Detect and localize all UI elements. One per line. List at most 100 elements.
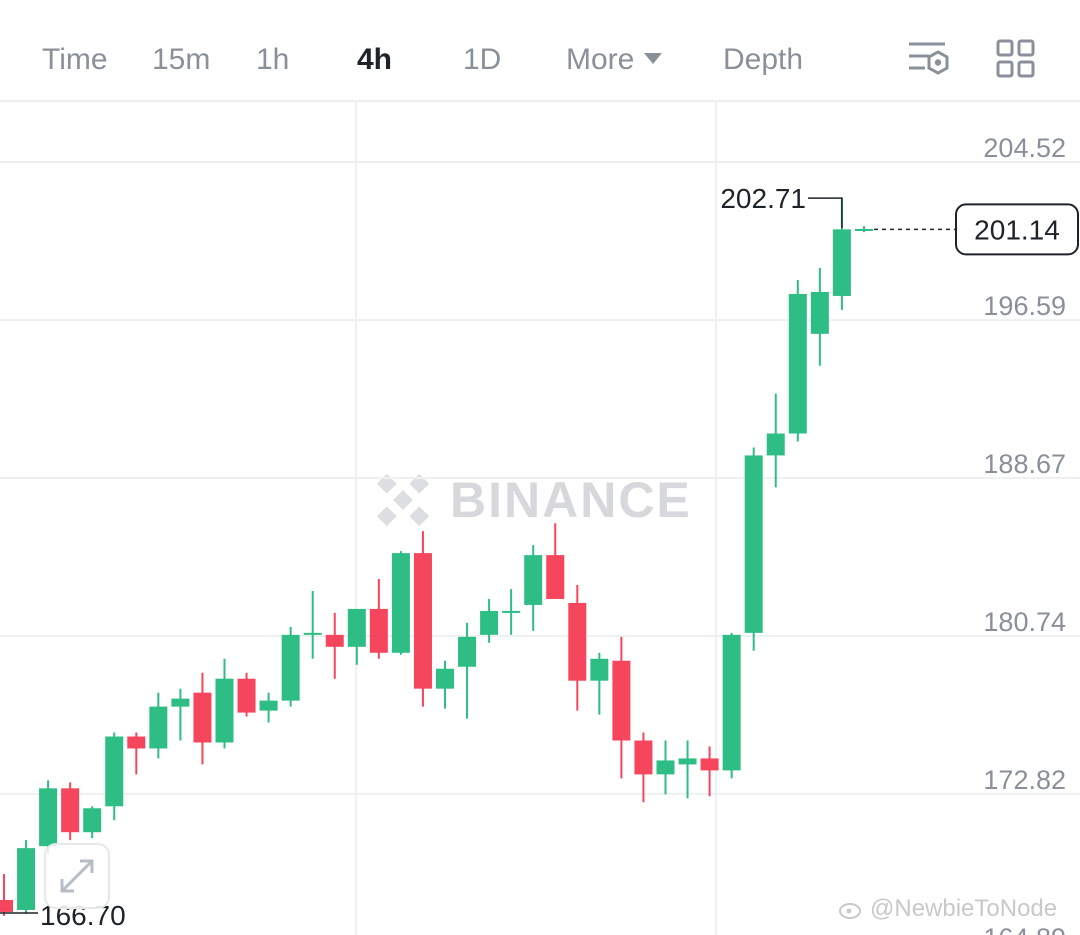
candle-body — [259, 700, 278, 711]
candle — [612, 636, 631, 779]
watermark-text: BINANCE — [450, 472, 692, 528]
tab-more[interactable]: More — [566, 40, 663, 80]
y-tick-label: 196.59 — [983, 291, 1066, 321]
grid — [0, 102, 1080, 935]
fullscreen-button[interactable] — [44, 843, 110, 909]
candle — [303, 590, 322, 659]
candle-body — [436, 668, 454, 689]
candle — [281, 626, 300, 707]
candle-body — [634, 740, 653, 775]
candle-body — [149, 706, 168, 749]
high-price-label: 202.71 — [720, 183, 806, 214]
candle — [83, 806, 102, 839]
candle-body — [171, 698, 190, 707]
candle — [854, 226, 873, 233]
candle — [259, 692, 278, 723]
caret-down-icon — [644, 52, 663, 64]
candle — [546, 523, 565, 599]
candle-body — [127, 736, 146, 749]
candle-body — [39, 788, 58, 847]
candle — [458, 622, 477, 719]
candle — [39, 780, 58, 855]
candle-body — [722, 634, 741, 771]
candle — [788, 280, 807, 442]
binance-watermark: BINANCE — [370, 470, 692, 530]
layout-grid-icon[interactable] — [996, 39, 1036, 79]
y-tick-label: 188.67 — [983, 449, 1066, 479]
candle — [0, 874, 13, 916]
y-tick-label: 164.89 — [983, 923, 1066, 935]
candle-body — [413, 553, 432, 689]
candle — [325, 612, 344, 679]
y-tick-label: 180.74 — [983, 607, 1066, 637]
candle — [524, 545, 543, 631]
candle-body — [369, 608, 388, 653]
candle-body — [303, 632, 322, 635]
candle-body — [325, 634, 344, 647]
candle — [391, 551, 410, 655]
candles — [0, 198, 873, 916]
tab-more-label: More — [566, 43, 635, 76]
candle-body — [568, 602, 587, 681]
candle-body — [612, 660, 631, 741]
tab-15m[interactable]: 15m — [152, 43, 211, 76]
candle-body — [744, 455, 763, 633]
candle-body — [678, 758, 697, 765]
tab-depth[interactable]: Depth — [723, 43, 804, 76]
candle-body — [480, 610, 499, 635]
candle — [590, 652, 609, 715]
candle — [413, 531, 432, 707]
y-tick-label: 204.52 — [983, 133, 1066, 163]
candle — [568, 585, 587, 711]
candle — [61, 782, 80, 841]
candle — [127, 732, 146, 775]
weibo-logo-icon — [839, 903, 861, 919]
candle-body — [766, 433, 785, 456]
tab-time[interactable]: Time — [42, 43, 108, 76]
candle — [656, 740, 675, 795]
credit-text: @NewbieToNode — [870, 895, 1058, 922]
candle-body — [854, 228, 873, 231]
candle-body — [700, 758, 719, 771]
candle — [171, 688, 190, 741]
current-price-box — [955, 203, 1079, 256]
candle-body — [810, 291, 829, 334]
candle-body — [105, 736, 124, 807]
tab-1h[interactable]: 1h — [256, 43, 290, 76]
candle — [700, 746, 719, 797]
tab-1d[interactable]: 1D — [463, 43, 502, 76]
candle — [369, 579, 388, 659]
candle — [149, 692, 168, 759]
indicator-settings-icon[interactable] — [905, 38, 951, 82]
candle-body — [347, 608, 366, 647]
candle — [347, 608, 366, 665]
candle — [744, 447, 763, 651]
candle-body — [524, 555, 543, 605]
candle — [722, 632, 741, 779]
candle-body — [391, 553, 410, 653]
candle — [480, 598, 499, 643]
candle-body — [237, 678, 256, 713]
social-credit: @NewbieToNode — [838, 895, 1057, 923]
price-labels: 204.52 196.59 188.67 180.74 172.82 164.89 202.… — [0, 133, 1079, 935]
candle-body — [215, 678, 234, 743]
candle-body — [502, 610, 521, 613]
candle — [678, 740, 697, 799]
candle — [215, 658, 234, 749]
candle — [810, 268, 829, 366]
candle — [105, 732, 124, 821]
chart-toolbar: Time 15m 1h 4h 1D More Depth — [0, 0, 1080, 102]
current-price-label: 201.14 — [974, 214, 1060, 245]
candle-body — [458, 636, 477, 667]
tab-4h[interactable]: 4h — [357, 43, 393, 76]
candle — [634, 732, 653, 803]
candle-body — [0, 899, 13, 912]
candle-body — [590, 658, 609, 681]
candle-body — [788, 293, 807, 434]
high-marker-line — [808, 197, 843, 229]
candle-body — [656, 760, 675, 775]
candle — [17, 840, 36, 914]
candle-body — [83, 808, 102, 833]
candle-body — [281, 634, 300, 701]
